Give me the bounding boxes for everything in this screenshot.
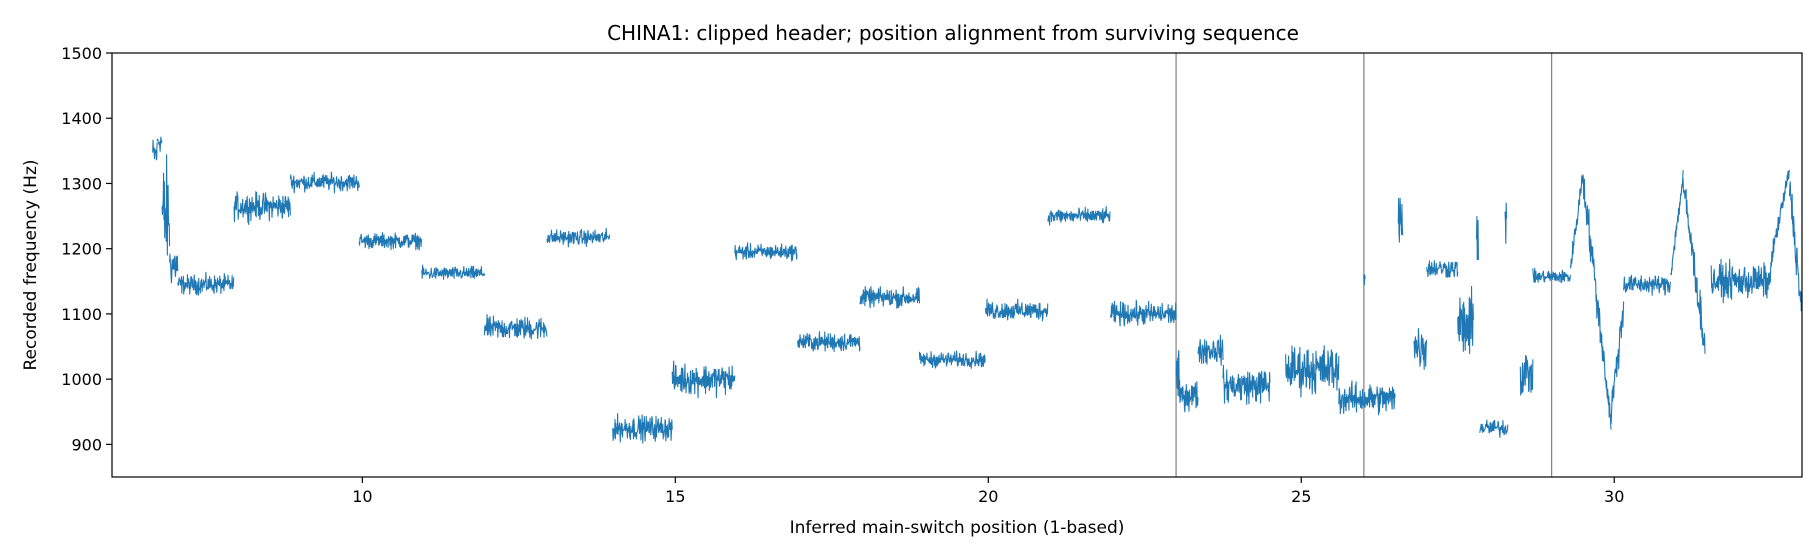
x-tick-label: 15	[665, 487, 685, 506]
series-segment-17	[918, 350, 986, 369]
series-segment-44	[1710, 258, 1772, 304]
series-segment-12	[612, 413, 673, 444]
series-segment-1	[152, 139, 158, 161]
axis-ticks: 10 15 20 25 30 900 1000 1100 1200 1300 1400 1500	[61, 44, 1624, 506]
x-tick-label: 25	[1291, 487, 1311, 506]
series-segment-11	[546, 227, 611, 248]
series-segment-9	[421, 264, 485, 280]
x-tick-label: 20	[978, 487, 998, 506]
series-segment-26	[1338, 380, 1396, 416]
series-segment-40	[1610, 301, 1625, 425]
series-segment-28	[1397, 197, 1404, 243]
x-tick-label: 10	[352, 487, 372, 506]
series-segment-27	[1363, 274, 1366, 286]
series-segment-14	[734, 242, 798, 262]
series-segment-30	[1425, 260, 1459, 278]
y-tick-label: 1100	[61, 305, 102, 324]
series-segment-37	[1569, 175, 1584, 269]
series-segment-15	[796, 331, 861, 353]
series-segment-35	[1519, 354, 1534, 396]
y-tick-label: 1400	[61, 109, 102, 128]
series-segment-2	[156, 136, 163, 152]
series-segment-22	[1178, 379, 1199, 413]
series-segment-7	[289, 171, 360, 194]
series-segment-20	[1109, 299, 1177, 327]
series-segment-45	[1770, 169, 1791, 268]
series-segment-13	[671, 360, 736, 399]
series-segment-36	[1532, 267, 1571, 284]
series-segment-19	[1047, 206, 1111, 226]
series-segment-18	[984, 298, 1049, 322]
series-segment-3	[161, 154, 171, 256]
y-tick-label: 1200	[61, 240, 102, 259]
series-segment-23	[1197, 334, 1224, 366]
y-axis-title: Recorded frequency (Hz)	[21, 159, 41, 370]
series-segment-16	[859, 286, 920, 309]
series-segment-41	[1623, 274, 1672, 296]
series-segment-10	[483, 313, 548, 340]
y-tick-label: 1300	[61, 174, 102, 193]
series-segment-29	[1413, 328, 1427, 370]
series-segment-4	[169, 253, 179, 284]
chart-title: CHINA1: clipped header; position alignme…	[607, 21, 1299, 45]
series-segment-24	[1222, 364, 1271, 405]
y-tick-label: 900	[71, 435, 102, 454]
series-segment-43	[1682, 178, 1706, 354]
series-segment-5	[177, 271, 235, 296]
x-axis-title: Inferred main-switch position (1-based)	[790, 518, 1125, 538]
series-segment-31	[1457, 285, 1474, 355]
series-segment-46	[1788, 181, 1803, 312]
series-segment-33	[1479, 419, 1509, 439]
series-segment-6	[233, 191, 291, 226]
series-segment-39	[1601, 334, 1612, 430]
series-segment-34	[1504, 202, 1508, 244]
y-tick-label: 1000	[61, 370, 102, 389]
plot-area	[152, 53, 1803, 477]
series-segment-42	[1670, 170, 1684, 276]
x-tick-label: 30	[1604, 487, 1624, 506]
series-segment-38	[1582, 174, 1603, 347]
series-segment-21	[1175, 349, 1180, 397]
series-segment-32	[1475, 216, 1479, 261]
series-segment-8	[358, 232, 423, 251]
series-segment-25	[1285, 345, 1340, 398]
plot-frame	[111, 52, 1803, 478]
y-tick-label: 1500	[61, 44, 102, 63]
